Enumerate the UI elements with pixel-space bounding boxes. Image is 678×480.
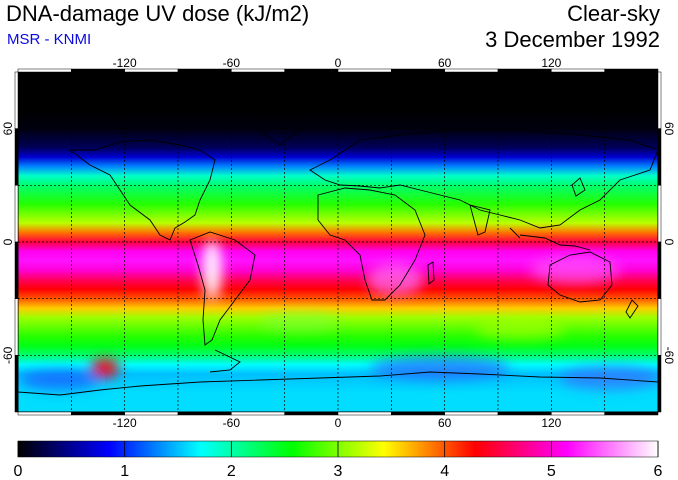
colorbar-tick-label: 1 xyxy=(120,463,129,480)
colorbar-ticks: 0 1 2 3 4 5 6 xyxy=(14,441,663,480)
lon-tick-label-top: -120 xyxy=(113,56,137,70)
frame-segment xyxy=(71,411,125,416)
frame-segment xyxy=(657,355,662,413)
frame-segment xyxy=(551,411,605,416)
date-label: 3 December 1992 xyxy=(485,27,660,52)
colorbar-tick-label: 3 xyxy=(334,463,343,480)
lon-tick-label-top: 0 xyxy=(335,56,342,70)
colorbar-tick-label: 2 xyxy=(227,463,236,480)
frame-segments xyxy=(14,68,662,416)
colorbar-tick-label: 5 xyxy=(547,463,556,480)
frame-segment xyxy=(17,411,72,416)
lon-tick-label-bottom: 0 xyxy=(335,416,342,430)
frame-segment xyxy=(14,355,19,413)
lat-tick-label-left: 0 xyxy=(1,238,15,245)
frame-segment xyxy=(14,298,19,356)
frame-segment xyxy=(337,68,392,73)
frame-segment xyxy=(391,411,445,416)
lat-tick-label-right: 60 xyxy=(662,122,676,136)
frame-segment xyxy=(497,411,552,416)
lon-labels-top: -120 -60 0 60 120 xyxy=(113,56,562,70)
frame-segment xyxy=(604,411,659,416)
frame-segment xyxy=(657,128,662,186)
frame-segment xyxy=(14,71,19,129)
sky-condition-label: Clear-sky xyxy=(567,1,660,26)
colorbar-tick-label: 6 xyxy=(654,463,663,480)
frame-segment xyxy=(604,68,659,73)
frame-segment xyxy=(657,71,662,129)
source-label: MSR - KNMI xyxy=(7,31,92,48)
frame-segment xyxy=(124,411,179,416)
gridlines xyxy=(18,72,658,412)
frame-segment xyxy=(14,241,19,299)
lat-tick-label-right: 0 xyxy=(662,239,676,246)
coastlines xyxy=(18,99,658,396)
lat-tick-label-left: -60 xyxy=(1,346,15,364)
lat-labels-right: 60 0 -60 xyxy=(662,122,676,364)
lon-tick-label-bottom: -120 xyxy=(113,416,137,430)
colorbar-tick-label: 4 xyxy=(440,463,449,480)
frame-segment xyxy=(14,128,19,186)
frame-segment xyxy=(391,68,445,73)
frame-segment xyxy=(444,411,499,416)
frame-segment xyxy=(284,411,339,416)
frame-segment xyxy=(177,411,232,416)
lon-tick-label-bottom: 120 xyxy=(541,416,561,430)
frame-segment xyxy=(444,68,499,73)
frame-segment xyxy=(14,185,19,243)
frame-segment xyxy=(231,411,285,416)
frame-segment xyxy=(657,241,662,299)
lon-tick-label-top: -60 xyxy=(223,56,241,70)
colorbar-tick-label: 0 xyxy=(14,463,23,480)
lat-tick-label-right: -60 xyxy=(662,347,676,365)
frame-segment xyxy=(337,411,392,416)
lon-labels-bottom: -120 -60 0 60 120 xyxy=(113,416,562,430)
lat-labels-left: 60 0 -60 xyxy=(1,122,15,364)
lon-tick-label-bottom: -60 xyxy=(223,416,241,430)
frame-segment xyxy=(657,185,662,243)
lon-tick-label-bottom: 60 xyxy=(438,416,452,430)
frame-segment xyxy=(657,298,662,356)
chart-title: DNA-damage UV dose (kJ/m2) xyxy=(6,1,310,26)
lat-tick-label-left: 60 xyxy=(1,122,15,136)
lon-tick-label-top: 60 xyxy=(438,56,452,70)
frame-segment xyxy=(284,68,339,73)
lon-tick-label-top: 120 xyxy=(541,56,561,70)
frame-segment xyxy=(17,68,72,73)
